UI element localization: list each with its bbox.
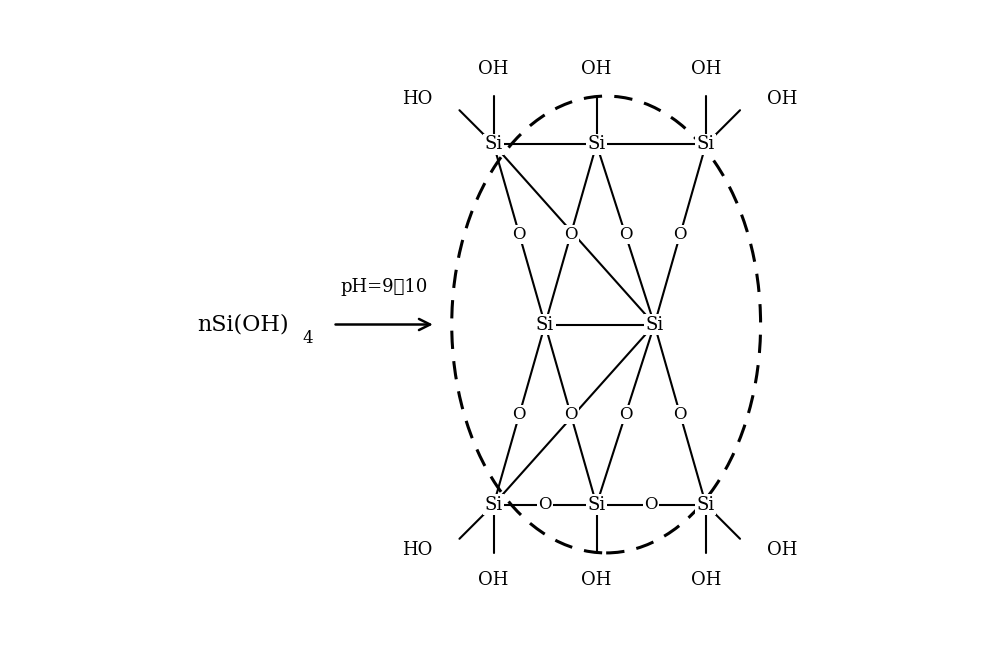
Text: 4: 4 — [302, 330, 313, 347]
Text: O: O — [619, 226, 632, 243]
Text: Si: Si — [697, 136, 715, 153]
Text: OH: OH — [581, 60, 612, 78]
Text: OH: OH — [691, 571, 721, 589]
Text: pH=9～10: pH=9～10 — [340, 278, 428, 295]
Text: Si: Si — [587, 496, 606, 513]
Text: Si: Si — [536, 315, 554, 334]
Text: HO: HO — [402, 541, 432, 559]
Text: Si: Si — [697, 496, 715, 513]
Text: O: O — [673, 226, 687, 243]
Text: O: O — [513, 406, 526, 423]
Text: O: O — [564, 406, 578, 423]
Text: OH: OH — [478, 571, 509, 589]
Text: O: O — [673, 406, 687, 423]
Text: Si: Si — [587, 136, 606, 153]
Text: O: O — [619, 406, 632, 423]
Text: OH: OH — [767, 541, 797, 559]
Text: nSi(OH): nSi(OH) — [198, 313, 289, 336]
Text: HO: HO — [402, 90, 432, 108]
Text: OH: OH — [478, 60, 509, 78]
Text: Si: Si — [484, 136, 503, 153]
Text: OH: OH — [691, 60, 721, 78]
Text: O: O — [513, 226, 526, 243]
Text: Si: Si — [645, 315, 664, 334]
Text: O: O — [564, 226, 578, 243]
Text: O: O — [538, 496, 552, 513]
Text: OH: OH — [581, 571, 612, 589]
Text: OH: OH — [767, 90, 797, 108]
Text: O: O — [644, 496, 658, 513]
Text: Si: Si — [484, 496, 503, 513]
